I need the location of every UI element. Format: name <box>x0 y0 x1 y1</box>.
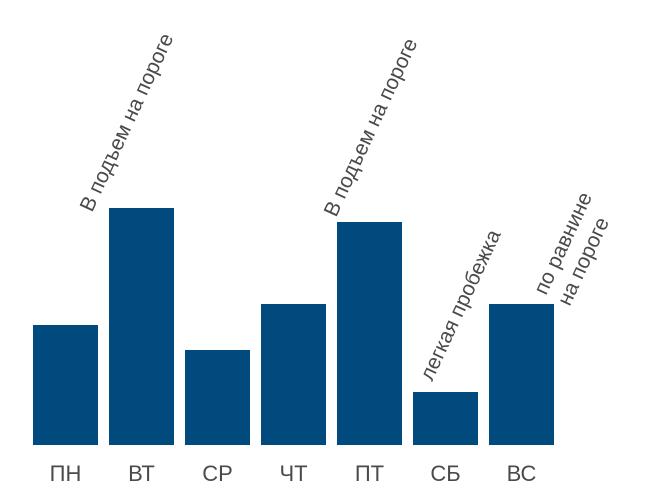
category-label-5: ПТ <box>355 461 384 486</box>
annotation-2-line-1: В подъем на пороге <box>320 35 423 220</box>
category-label-2: ВТ <box>128 461 155 486</box>
category-labels: ПН ВТ СР ЧТ ПТ СБ ВС <box>50 461 537 486</box>
bar-1 <box>33 325 98 445</box>
bars-layer <box>33 208 554 445</box>
annotation-2: В подъем на пороге <box>320 35 423 220</box>
category-label-7: ВС <box>507 461 537 486</box>
bar-2 <box>109 208 174 445</box>
category-label-6: СБ <box>430 461 460 486</box>
bar-5 <box>337 222 402 445</box>
annotation-1: В подъем на пороге <box>76 30 179 215</box>
annotation-1-line-1: В подъем на пороге <box>76 30 179 215</box>
bar-7 <box>489 304 554 445</box>
bar-3 <box>185 350 250 445</box>
category-label-1: ПН <box>50 461 82 486</box>
bar-6 <box>413 392 478 445</box>
bar-4 <box>261 304 326 445</box>
category-label-4: ЧТ <box>279 461 307 486</box>
category-label-3: СР <box>202 461 233 486</box>
